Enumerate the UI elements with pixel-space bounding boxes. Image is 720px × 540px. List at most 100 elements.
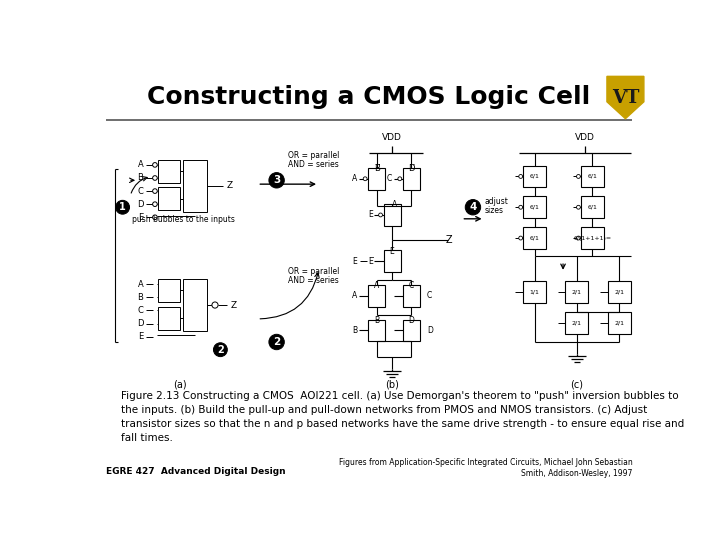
- Polygon shape: [607, 76, 644, 119]
- Text: B: B: [374, 316, 379, 325]
- Text: E̅: E̅: [368, 256, 373, 266]
- Circle shape: [379, 213, 382, 217]
- Circle shape: [153, 189, 157, 193]
- Text: B: B: [352, 326, 357, 335]
- Text: A: A: [138, 160, 143, 170]
- Bar: [158, 307, 179, 330]
- Circle shape: [577, 174, 580, 178]
- Bar: [368, 168, 385, 190]
- Circle shape: [363, 177, 367, 181]
- Bar: [581, 227, 604, 249]
- Circle shape: [577, 205, 580, 209]
- Bar: [403, 320, 420, 341]
- Text: VDD: VDD: [575, 133, 595, 143]
- Text: 6/1: 6/1: [588, 205, 597, 210]
- Text: E: E: [390, 247, 395, 255]
- Bar: [384, 251, 400, 272]
- Text: C: C: [138, 306, 143, 315]
- Text: Z: Z: [227, 181, 233, 190]
- Bar: [523, 197, 546, 218]
- Text: A: A: [138, 280, 143, 289]
- Text: A: A: [352, 291, 357, 300]
- Text: E: E: [138, 332, 143, 341]
- Circle shape: [269, 334, 284, 350]
- Bar: [608, 281, 631, 303]
- Text: VT: VT: [612, 89, 639, 107]
- Text: E: E: [138, 213, 143, 222]
- Bar: [158, 279, 179, 302]
- Text: C: C: [427, 291, 432, 300]
- Bar: [581, 166, 604, 187]
- Bar: [384, 204, 400, 226]
- Bar: [368, 285, 385, 307]
- Bar: [184, 279, 207, 331]
- Text: VDD: VDD: [382, 133, 402, 143]
- Circle shape: [519, 174, 523, 178]
- Text: Figure 2.13 Constructing a CMOS  AOI221 cell. (a) Use Demorgan's theorem to "pus: Figure 2.13 Constructing a CMOS AOI221 c…: [121, 390, 684, 442]
- Circle shape: [116, 200, 130, 214]
- FancyArrowPatch shape: [260, 273, 319, 319]
- Text: Constructing a CMOS Logic Cell: Constructing a CMOS Logic Cell: [148, 85, 590, 109]
- Text: D̅: D̅: [408, 164, 415, 173]
- Bar: [565, 281, 588, 303]
- Text: A: A: [392, 200, 397, 210]
- Circle shape: [153, 202, 157, 206]
- Circle shape: [153, 176, 157, 180]
- Text: B: B: [138, 173, 143, 183]
- Text: 6/1: 6/1: [588, 174, 597, 179]
- Text: 2/1: 2/1: [614, 320, 624, 325]
- Bar: [523, 166, 546, 187]
- Circle shape: [398, 177, 402, 181]
- Text: D: D: [427, 326, 433, 335]
- Text: 6/1: 6/1: [530, 235, 539, 240]
- Bar: [158, 187, 179, 211]
- Text: 6/(1+1+1)=: 6/(1+1+1)=: [573, 235, 611, 240]
- Text: Figures from Application-Specific Integrated Circuits, Michael John Sebastian
Sm: Figures from Application-Specific Integr…: [338, 458, 632, 478]
- Circle shape: [212, 302, 218, 308]
- Text: AND = series: AND = series: [288, 160, 339, 170]
- Text: sizes: sizes: [485, 206, 503, 215]
- FancyArrowPatch shape: [131, 177, 147, 193]
- Bar: [158, 159, 179, 183]
- Text: 2/1: 2/1: [572, 289, 582, 294]
- Text: 4: 4: [469, 202, 477, 212]
- Circle shape: [577, 236, 580, 240]
- Bar: [565, 312, 588, 334]
- Text: 2/1: 2/1: [614, 289, 624, 294]
- Text: A: A: [352, 174, 357, 183]
- Text: OR = parallel: OR = parallel: [288, 267, 340, 275]
- Text: 2: 2: [273, 337, 280, 347]
- Bar: [523, 227, 546, 249]
- Text: C: C: [138, 187, 143, 195]
- Text: adjust: adjust: [485, 197, 508, 206]
- Text: C: C: [409, 281, 414, 291]
- Bar: [403, 168, 420, 190]
- Circle shape: [269, 173, 284, 188]
- Bar: [581, 197, 604, 218]
- Text: B: B: [138, 293, 143, 302]
- Text: EGRE 427  Advanced Digital Design: EGRE 427 Advanced Digital Design: [106, 467, 285, 476]
- Bar: [368, 320, 385, 341]
- Circle shape: [519, 205, 523, 209]
- Text: AND = series: AND = series: [288, 276, 339, 285]
- Text: 2/1: 2/1: [572, 320, 582, 325]
- Circle shape: [465, 200, 481, 215]
- Text: 6/1: 6/1: [530, 174, 539, 179]
- Text: A: A: [374, 281, 379, 291]
- Text: (a): (a): [174, 379, 187, 389]
- Text: B̅: B̅: [374, 164, 379, 173]
- Text: 1/1: 1/1: [530, 289, 539, 294]
- Text: push bubbles to the inputs: push bubbles to the inputs: [132, 215, 235, 224]
- Text: E: E: [353, 256, 357, 266]
- Text: 6/1: 6/1: [530, 205, 539, 210]
- Circle shape: [519, 236, 523, 240]
- Circle shape: [213, 343, 228, 356]
- Bar: [523, 281, 546, 303]
- Bar: [184, 159, 207, 212]
- Text: (c): (c): [570, 379, 583, 389]
- Text: (b): (b): [385, 379, 399, 389]
- Text: 1: 1: [120, 202, 126, 212]
- Text: D: D: [408, 316, 414, 325]
- Circle shape: [153, 163, 157, 167]
- Text: E: E: [368, 211, 373, 219]
